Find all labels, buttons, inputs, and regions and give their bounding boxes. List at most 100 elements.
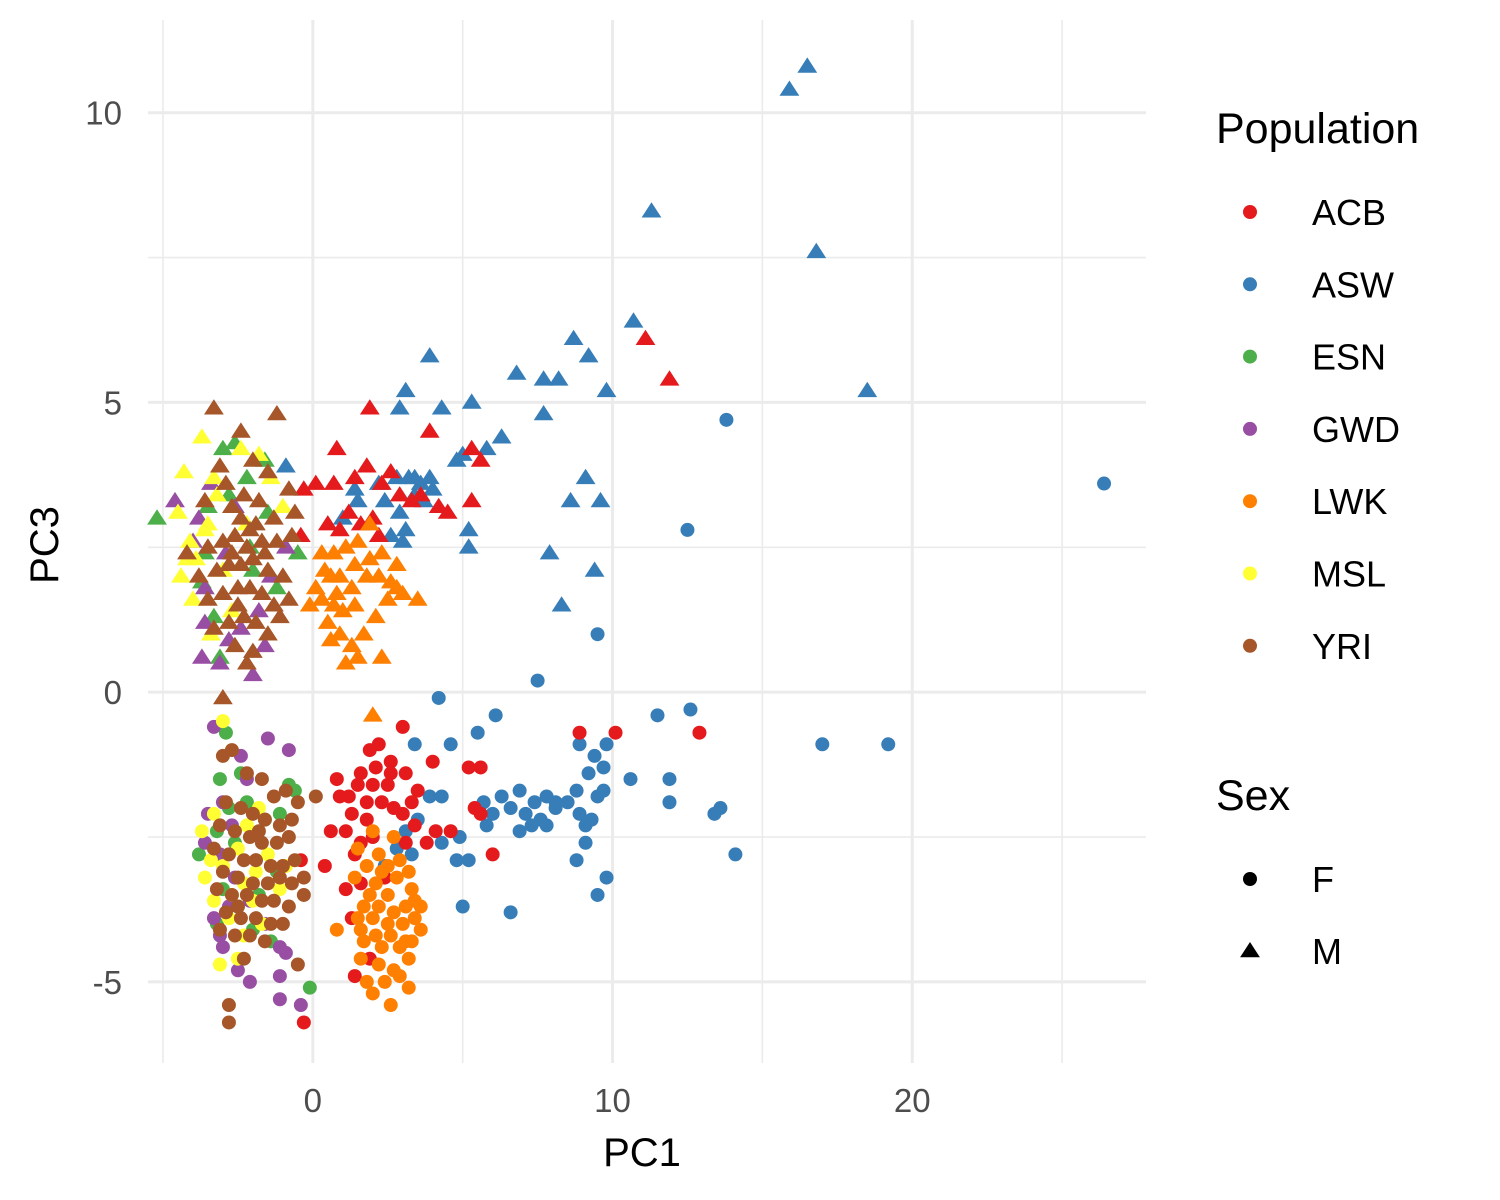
point-yri-f — [248, 853, 263, 868]
point-esn-f — [212, 772, 227, 787]
point-yri-f — [269, 835, 284, 850]
point-msl-m — [207, 486, 227, 502]
point-yri-f — [290, 795, 305, 810]
point-msl-m — [192, 428, 212, 444]
point-asw-m — [419, 347, 440, 363]
point-msl-f — [197, 870, 212, 885]
point-acb-f — [380, 777, 395, 792]
point-msl-m — [231, 439, 251, 456]
point-yri-f — [284, 812, 299, 827]
point-asw-f — [503, 905, 518, 920]
point-gwd-f — [215, 940, 230, 955]
point-msl-m — [273, 497, 293, 513]
point-acb-f — [410, 783, 425, 798]
point-lwk-m — [377, 590, 398, 606]
point-lwk-f — [404, 882, 419, 897]
legend: Population ACB ASW ESN GWD LWK MSL YRI Sex FM — [1216, 105, 1419, 972]
point-yri-m — [258, 463, 278, 479]
y-tick-label: 0 — [104, 674, 122, 711]
point-asw-f — [1097, 476, 1112, 491]
point-asw-m — [276, 457, 296, 473]
point-yri-m — [228, 596, 248, 612]
point-yri-m — [204, 399, 224, 415]
point-acb-f — [572, 725, 587, 740]
point-asw-f — [590, 887, 605, 902]
point-asw-f — [719, 412, 734, 427]
point-acb-f — [428, 824, 443, 839]
point-asw-f — [539, 818, 554, 833]
point-lwk-m — [407, 590, 428, 606]
data-points — [147, 57, 1112, 1030]
point-asw-f — [815, 737, 830, 752]
point-acb-f — [383, 766, 398, 781]
point-yri-f — [245, 876, 260, 891]
point-lwk-m — [368, 567, 389, 583]
legend-label-msl: MSL — [1312, 554, 1386, 595]
point-yri-m — [252, 532, 272, 548]
point-lwk-f — [374, 940, 389, 955]
point-yri-m — [237, 538, 257, 554]
series-ASW-M — [276, 57, 878, 612]
point-lwk-f — [395, 916, 410, 931]
point-acb-f — [398, 766, 413, 781]
point-yri-m — [189, 567, 209, 583]
point-yri-f — [272, 870, 287, 885]
point-gwd-f — [293, 998, 308, 1013]
point-acb-f — [353, 766, 368, 781]
point-asw-f — [512, 824, 527, 839]
point-acb-f — [350, 777, 365, 792]
point-yri-m — [264, 509, 284, 525]
point-yri-f — [218, 795, 233, 810]
point-lwk-f — [359, 974, 374, 989]
point-lwk-m — [329, 625, 350, 641]
point-acb-m — [380, 463, 401, 479]
legend-label-acb: ACB — [1312, 192, 1386, 233]
point-acb-f — [338, 824, 353, 839]
y-tick-label: 10 — [85, 95, 122, 132]
point-acb-f — [344, 806, 359, 821]
point-asw-m — [575, 468, 596, 485]
point-acb-m — [635, 329, 656, 345]
point-asw-m — [344, 480, 365, 496]
point-yri-f — [233, 911, 248, 926]
point-asw-f — [587, 748, 602, 763]
point-gwd-m — [276, 538, 296, 554]
point-asw-f — [728, 847, 743, 862]
legend-sex-items: FM — [1240, 859, 1342, 972]
point-gwd-m — [189, 509, 209, 525]
point-lwk-f — [392, 853, 407, 868]
point-asw-f — [530, 673, 545, 688]
point-asw-f — [596, 760, 611, 775]
point-lwk-m — [341, 636, 362, 653]
point-asw-m — [797, 57, 818, 73]
legend-key-gwd — [1243, 421, 1257, 436]
point-yri-f — [257, 934, 272, 949]
point-yri-f — [287, 853, 302, 868]
point-asw-f — [662, 772, 677, 787]
point-lwk-f — [380, 887, 395, 902]
legend-label-asw: ASW — [1312, 264, 1394, 305]
point-lwk-m — [353, 625, 374, 641]
legend-title-population: Population — [1216, 105, 1419, 153]
point-acb-f — [362, 743, 377, 758]
major-gridlines — [148, 20, 1146, 1063]
point-acb-f — [365, 777, 380, 792]
point-lwk-f — [356, 934, 371, 949]
point-yri-f — [227, 824, 242, 839]
point-msl-f — [239, 818, 254, 833]
point-asw-m — [431, 399, 452, 415]
point-acb-f — [461, 760, 476, 775]
point-asw-m — [563, 329, 584, 345]
point-lwk-f — [371, 899, 386, 914]
point-gwd-m — [192, 648, 212, 664]
point-yri-f — [215, 748, 230, 763]
point-yri-f — [209, 882, 224, 897]
point-acb-m — [389, 486, 410, 502]
y-tick-label: -5 — [93, 964, 122, 1001]
point-asw-f — [572, 806, 587, 821]
point-yri-m — [273, 567, 293, 583]
point-msl-f — [206, 806, 221, 821]
point-yri-f — [242, 928, 257, 943]
point-yri-m — [177, 544, 197, 560]
